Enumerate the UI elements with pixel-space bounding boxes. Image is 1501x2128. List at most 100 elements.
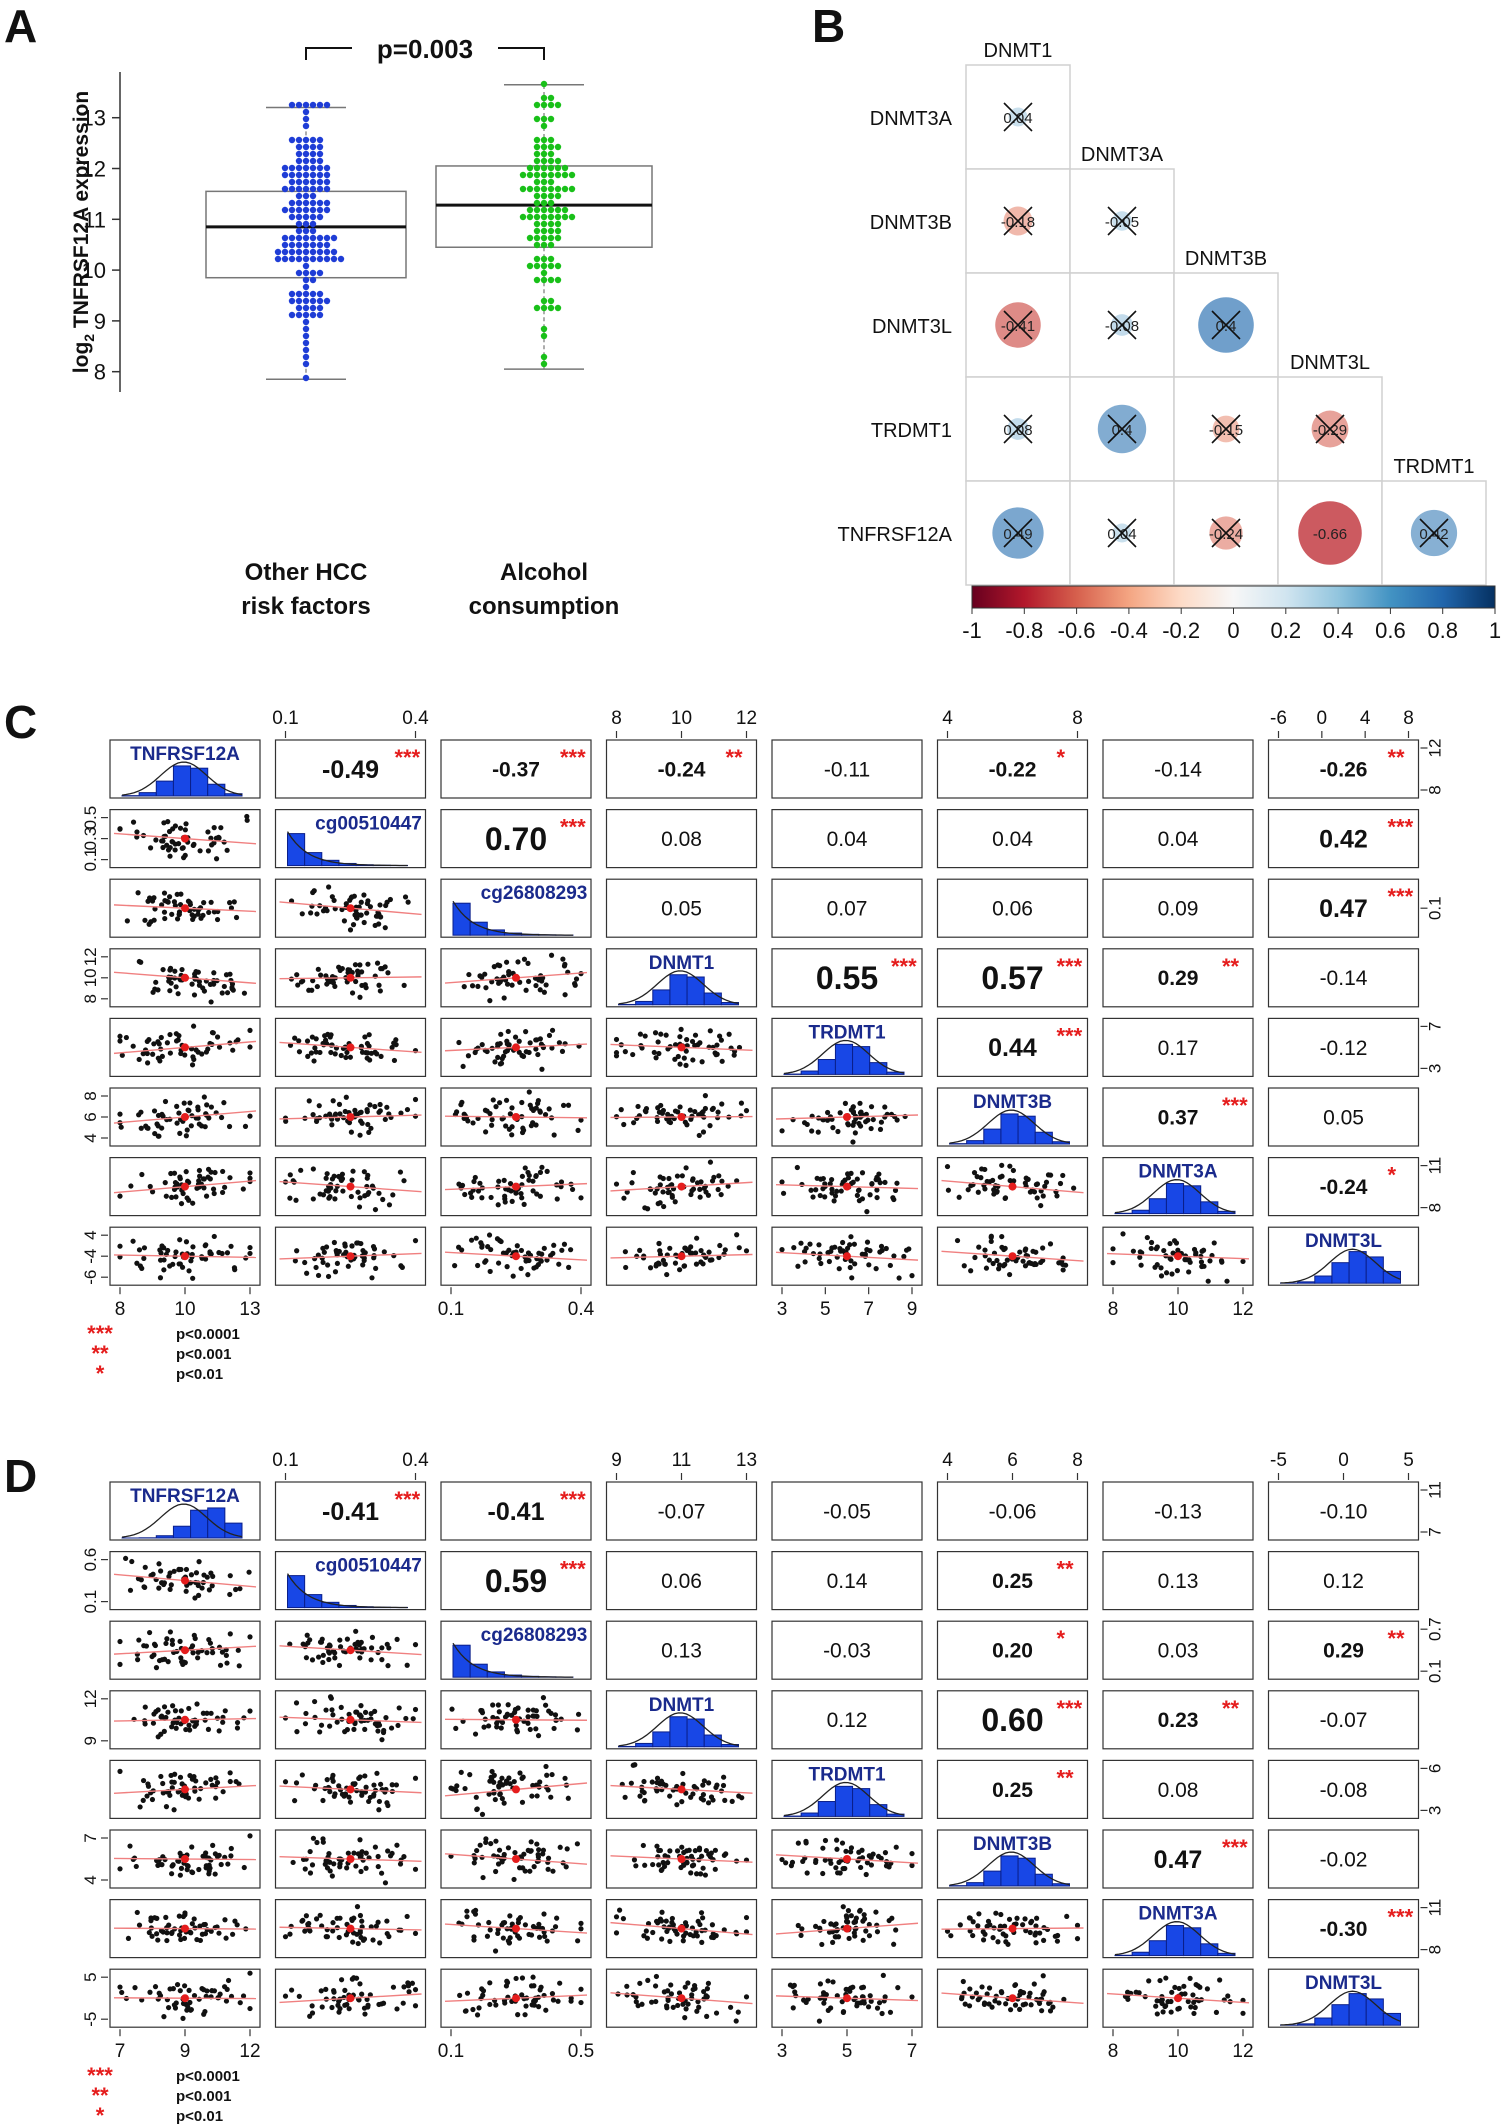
scatter-point — [497, 1100, 503, 1106]
scatter-point — [357, 962, 363, 968]
scatter-point — [214, 1854, 221, 1860]
data-point — [309, 143, 317, 151]
scatter-point — [711, 1934, 717, 1941]
non-significant-cross — [1211, 518, 1241, 548]
scatter-point — [817, 1192, 823, 1199]
scatter-point — [848, 1845, 855, 1851]
histogram-bar — [800, 1070, 819, 1075]
scatter-point — [690, 1176, 696, 1182]
scatter-point — [384, 1800, 390, 1806]
scatter-point — [471, 1860, 477, 1866]
scatter-point — [486, 1791, 492, 1797]
scatter-point — [864, 1860, 870, 1866]
scatter-point — [813, 1923, 819, 1929]
scatter-point — [528, 1123, 534, 1129]
scatter-point — [967, 1915, 973, 1921]
data-point — [302, 185, 310, 193]
scatter-point — [551, 1242, 557, 1248]
left-axis-label: 0.1 — [81, 1590, 100, 1614]
scatter-point — [551, 1132, 557, 1138]
scatter-point — [693, 1871, 700, 1877]
significance-stars: *** — [1057, 954, 1083, 979]
scatter-point — [503, 1123, 509, 1129]
scatter-point — [854, 1192, 860, 1198]
scatter-point — [537, 987, 543, 993]
scatter-point — [967, 1986, 973, 1992]
scatter-point — [848, 1107, 854, 1113]
scatter-point — [343, 1054, 349, 1061]
histogram-bar — [1034, 1131, 1053, 1145]
scatter-point — [313, 1916, 320, 1922]
pairs-cell — [1267, 1017, 1420, 1078]
scatter-point — [1124, 1989, 1131, 1995]
scatter-point — [197, 848, 203, 854]
scatter-point — [331, 1989, 337, 1995]
data-point — [519, 185, 527, 193]
scatter-point — [813, 1187, 819, 1193]
histogram-bar — [452, 902, 471, 936]
scatter-point — [138, 1109, 144, 1115]
data-point — [281, 248, 289, 256]
scatter-point — [794, 1164, 800, 1171]
y-axis-label-subscript: 2 — [81, 334, 97, 342]
scatter-point — [375, 1863, 381, 1870]
histogram-bar — [1017, 1857, 1036, 1887]
centroid-point — [677, 1785, 686, 1794]
scatter-point — [494, 1720, 500, 1726]
scatter-point — [639, 1045, 645, 1051]
scatter-point — [320, 1797, 326, 1804]
scatter-point — [495, 1260, 502, 1266]
scatter-point — [700, 1865, 706, 1871]
histogram-bar — [287, 1575, 306, 1609]
scatter-point — [320, 1839, 326, 1845]
scatter-point — [472, 1174, 478, 1181]
scatter-point — [290, 1859, 296, 1866]
scatter-point — [160, 838, 166, 844]
scatter-point — [517, 1865, 523, 1871]
scatter-point — [792, 1989, 798, 1995]
scatter-point — [160, 844, 166, 851]
scatter-point — [511, 1876, 517, 1883]
scatter-point — [563, 1864, 569, 1870]
scatter-point — [814, 1175, 820, 1181]
scatter-point — [528, 1932, 535, 1938]
scatter-point — [564, 1846, 570, 1852]
scatter-point — [528, 1839, 534, 1845]
scatter-point — [200, 1176, 207, 1182]
scatter-point — [1033, 1923, 1039, 1929]
scatter-point — [1037, 1930, 1043, 1936]
legend-stars: *** — [87, 2063, 113, 2088]
scatter-point — [241, 1715, 247, 1721]
scatter-point — [973, 1990, 979, 1996]
scatter-point — [352, 1641, 358, 1647]
scatter-point — [404, 1913, 410, 1920]
scatter-point — [371, 1255, 377, 1261]
data-point — [533, 262, 541, 270]
scatter-point — [193, 1719, 199, 1725]
scatter-point — [637, 1793, 643, 1799]
scatter-point — [1200, 1247, 1207, 1253]
scatter-point — [530, 1923, 537, 1930]
scatter-point — [169, 1929, 175, 1936]
scatter-point — [507, 1180, 514, 1187]
data-point — [547, 234, 555, 242]
scatter-point — [176, 1261, 182, 1267]
scatter-point — [182, 1052, 188, 1058]
scatter-point — [1192, 2004, 1198, 2011]
correlation-value: -0.41 — [488, 1498, 545, 1526]
data-point — [309, 136, 317, 144]
top-axis-label: 9 — [611, 1450, 622, 1471]
scatter-point — [359, 1991, 365, 1997]
scatter-point — [526, 1172, 532, 1179]
scatter-point — [982, 1166, 988, 1173]
scatter-point — [502, 1049, 509, 1055]
data-point — [533, 164, 541, 172]
scatter-point — [315, 1252, 321, 1258]
scatter-point — [510, 1273, 516, 1279]
scatter-point — [304, 1270, 310, 1276]
scatter-point — [344, 1049, 350, 1056]
scatter-point — [700, 1915, 706, 1921]
data-point — [561, 185, 569, 193]
scatter-point — [187, 1100, 193, 1106]
pairs-cell — [1102, 1690, 1254, 1750]
